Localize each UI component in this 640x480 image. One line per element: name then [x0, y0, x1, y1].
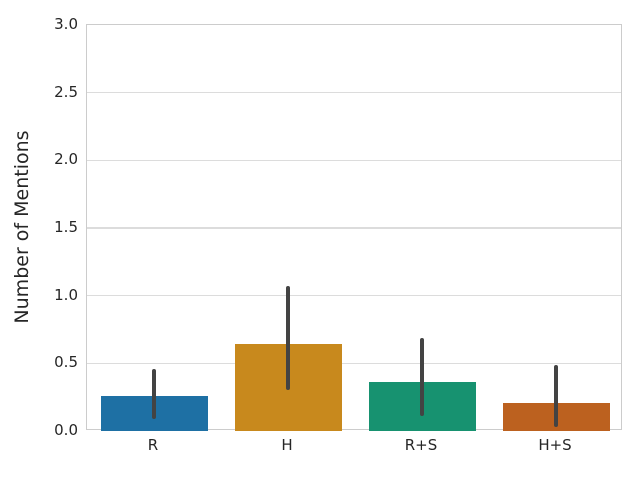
- x-tick-label-H+S: H+S: [538, 436, 572, 454]
- gridline-1.0: [87, 294, 621, 297]
- gridline-0.5: [87, 362, 621, 365]
- error-bar-R: [151, 368, 157, 419]
- y-tick-label-2.5: 2.5: [54, 82, 78, 101]
- y-tick-label-0.5: 0.5: [54, 353, 78, 372]
- x-tick-label-H: H: [281, 436, 293, 454]
- gridline-2.0: [87, 159, 621, 162]
- y-tick-label-1.5: 1.5: [54, 218, 78, 236]
- x-tick-label-R: R: [147, 436, 159, 454]
- error-bar-H+S: [553, 364, 559, 427]
- y-tick-label-0.0: 0.0: [54, 421, 78, 439]
- error-bar-H: [285, 286, 291, 391]
- x-tick-label-R+S: R+S: [404, 436, 438, 454]
- y-tick-label-3.0: 3.0: [54, 15, 78, 33]
- y-tick-label-1.0: 1.0: [54, 285, 78, 304]
- y-axis-tick-labels: 0.0 0.5 1.0 1.5 2.0 2.5 3.0: [0, 15, 78, 439]
- gridline-2.5: [87, 91, 621, 94]
- y-tick-label-2.0: 2.0: [54, 150, 78, 169]
- x-axis-tick-labels: R H R+S H+S: [86, 436, 622, 460]
- plot-area: [86, 24, 622, 431]
- gridline-1.5: [87, 227, 621, 229]
- error-bar-R+S: [419, 337, 425, 417]
